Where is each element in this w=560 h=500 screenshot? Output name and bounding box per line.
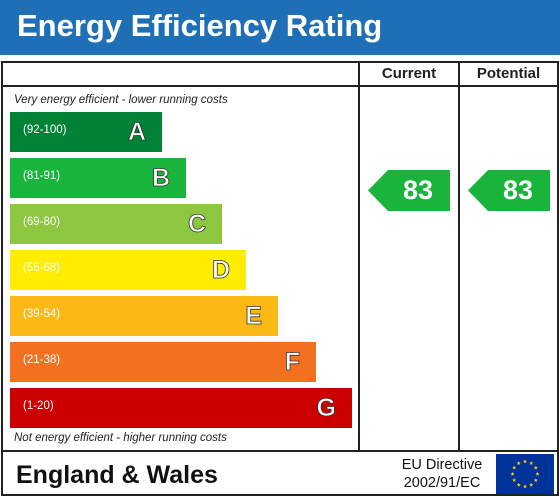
footer (1, 448, 559, 496)
header-divider (1, 85, 559, 87)
band-letter-label: D (211, 256, 231, 285)
potential-arrow-shape (468, 170, 550, 211)
eu-star-icon (529, 460, 534, 465)
band-d: (55-68) D (10, 250, 246, 290)
band-letter-label: F (284, 348, 300, 377)
chart-title: Energy Efficiency Rating (17, 8, 383, 43)
band-range-label: (39-54) (23, 308, 61, 320)
column-divider-potential (458, 61, 460, 452)
band-a: (92-100) A (10, 112, 162, 152)
eu-star-icon (516, 482, 521, 487)
potential-rating-arrow: 83 (468, 170, 550, 211)
eu-star-icon (522, 484, 528, 489)
band-range-label: (81-91) (23, 170, 61, 182)
eu-star-icon (516, 460, 521, 465)
region-label: England & Wales (16, 461, 218, 489)
eu-star-icon (510, 471, 515, 476)
eu-flag-icon (496, 454, 554, 494)
band-letter-label: G (316, 394, 336, 423)
band-c: (69-80) C (10, 204, 222, 244)
current-rating-value: 83 (402, 175, 434, 205)
title-bar: Energy Efficiency Rating (0, 0, 560, 55)
eu-star-icon (535, 471, 540, 476)
column-divider-current (358, 61, 360, 452)
band-g: (1-20) G (10, 388, 352, 428)
band-range-label: (55-68) (23, 262, 61, 274)
band-b: (81-91) B (10, 158, 186, 198)
current-arrow-shape (368, 170, 450, 211)
band-f: (21-38) F (10, 342, 316, 382)
current-rating-arrow: 83 (368, 170, 450, 211)
eu-directive: EU Directive 2002/91/EC (384, 456, 500, 492)
note-efficient: Very energy efficient - lower running co… (14, 94, 228, 106)
eu-star-icon (533, 465, 538, 470)
band-letter-label: B (151, 164, 171, 193)
eu-star-icon (529, 482, 534, 487)
column-header-potential: Potential (476, 65, 541, 82)
directive-line-2: 2002/91/EC (403, 475, 481, 491)
eu-star-icon (512, 465, 517, 470)
band-range-label: (69-80) (23, 216, 61, 228)
eu-star-icon (533, 478, 538, 483)
directive-line-1: EU Directive (401, 457, 483, 473)
band-range-label: (1-20) (23, 400, 54, 412)
eu-star-icon (522, 459, 528, 464)
band-letter-label: C (187, 210, 207, 239)
band-range-label: (21-38) (23, 354, 61, 366)
band-e: (39-54) E (10, 296, 278, 336)
potential-rating-value: 83 (502, 175, 534, 205)
eu-star-icon (512, 478, 517, 483)
column-header-current: Current (381, 65, 437, 82)
band-letter-label: E (245, 302, 262, 331)
band-range-label: (92-100) (23, 124, 67, 136)
band-letter-label: A (127, 118, 147, 147)
note-inefficient: Not energy efficient - higher running co… (14, 432, 227, 444)
